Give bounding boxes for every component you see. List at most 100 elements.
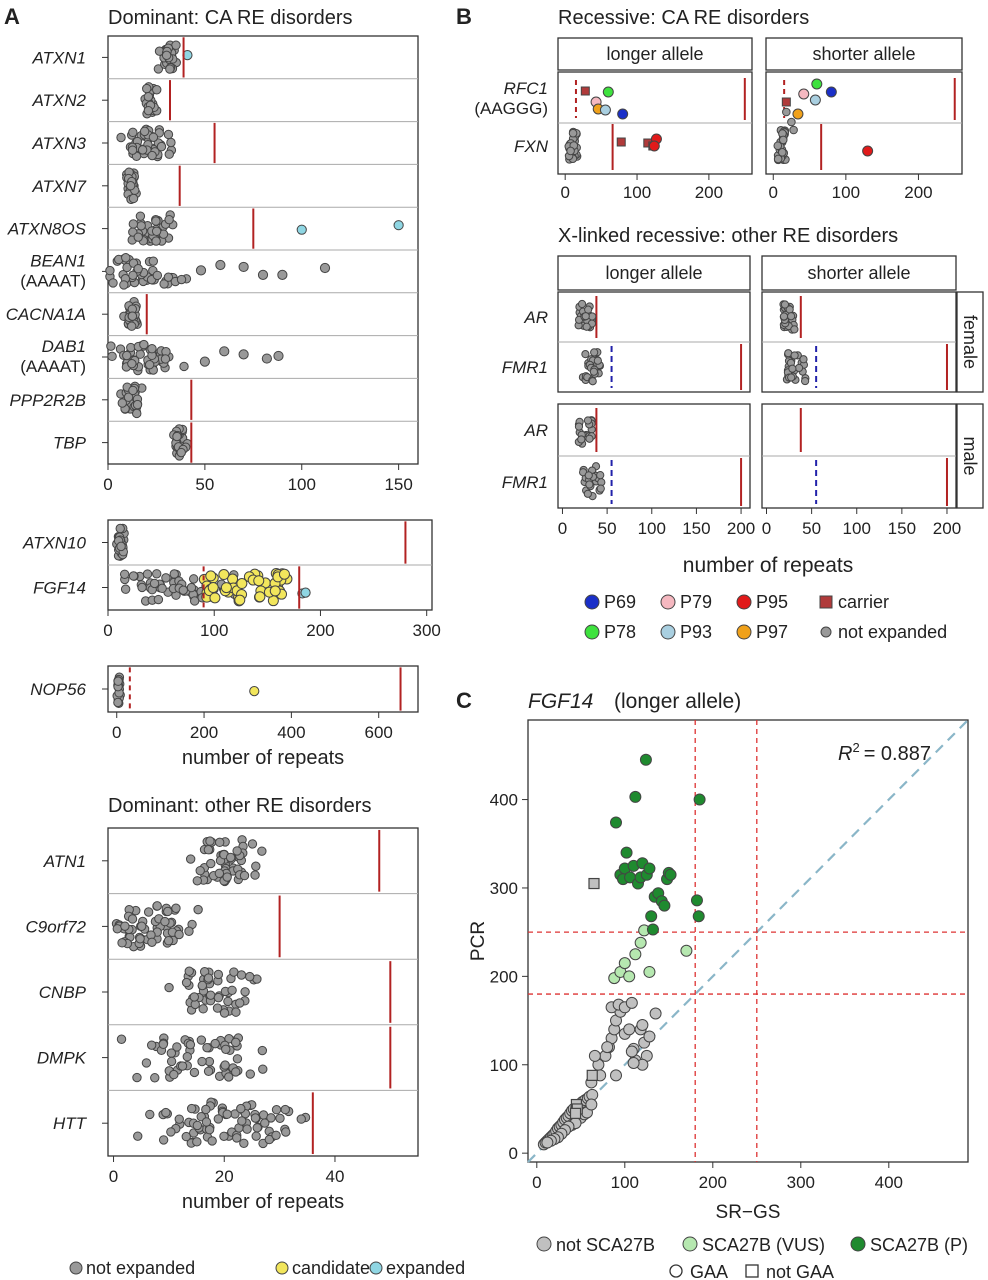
- data-point: [593, 356, 602, 365]
- data-point: [584, 471, 593, 480]
- data-point: [197, 980, 208, 991]
- data-point: [794, 363, 804, 373]
- expanded-point: [393, 220, 404, 231]
- data-point: [177, 1061, 188, 1071]
- data-point: [239, 870, 250, 881]
- data-point: [585, 480, 594, 489]
- data-point: [582, 322, 591, 331]
- data-point: [197, 1056, 207, 1067]
- candidate-point: [234, 594, 246, 606]
- candidate-point: [236, 578, 248, 590]
- facet-strip: [765, 37, 963, 71]
- data-point: [163, 129, 174, 140]
- data-point: [125, 181, 136, 191]
- x-tick-label: 0: [109, 1167, 118, 1186]
- x-tick-label: 100: [638, 519, 666, 538]
- data-point: [126, 342, 136, 353]
- data-point: [143, 105, 154, 116]
- sca27b-vus-point: [680, 944, 693, 957]
- x-tick-label: 50: [598, 519, 617, 538]
- legend-swatch: [660, 594, 676, 610]
- data-point: [225, 852, 236, 863]
- sca27b-vus-point: [629, 948, 642, 961]
- x-tick-label: 0: [112, 723, 121, 742]
- sca27b-vus-point: [618, 957, 631, 970]
- x-axis-label: number of repeats: [182, 1191, 344, 1213]
- data-point: [128, 385, 138, 396]
- not-sca27b-point: [649, 1007, 662, 1020]
- data-point: [245, 1069, 255, 1079]
- facet-label: shorter allele: [807, 263, 910, 283]
- gene-label: FMR1: [502, 473, 548, 492]
- x-tick-label: 50: [195, 475, 214, 494]
- data-point: [192, 1137, 202, 1147]
- data-point: [185, 854, 196, 864]
- legend-label: candidate: [292, 1258, 370, 1278]
- data-point: [596, 471, 605, 480]
- sca27b-p-point: [658, 899, 671, 912]
- data-point: [106, 341, 116, 351]
- data-point: [790, 325, 799, 334]
- data-point: [258, 1064, 268, 1074]
- not-sca27b-point: [643, 1030, 656, 1043]
- legend-swatch: [69, 1261, 83, 1275]
- x-tick-label: 150: [384, 475, 412, 494]
- data-point: [585, 434, 594, 443]
- legend-swatch: [660, 624, 676, 640]
- data-point: [222, 1109, 232, 1119]
- data-point: [264, 1134, 275, 1145]
- candidate-point: [249, 685, 260, 697]
- data-point: [574, 422, 584, 431]
- data-point: [136, 221, 146, 231]
- data-point: [596, 484, 605, 493]
- not_expanded-point: [319, 262, 331, 274]
- data-point: [152, 569, 162, 579]
- facet-strip: [557, 255, 751, 291]
- data-point: [135, 934, 145, 944]
- panel-letter-c: C: [456, 688, 472, 713]
- data-point: [589, 367, 599, 376]
- x-axis-label: number of repeats: [182, 747, 344, 769]
- data-point: [139, 126, 150, 137]
- data-point: [207, 1136, 217, 1146]
- data-point: [115, 523, 125, 534]
- data-point: [132, 399, 143, 410]
- data-point: [142, 83, 152, 94]
- not_expanded-point: [261, 353, 272, 364]
- data-point: [232, 1054, 243, 1064]
- data-point: [257, 846, 267, 856]
- data-point: [132, 1072, 142, 1083]
- panel-a-bottom-title: Dominant: other RE disorders: [108, 795, 371, 817]
- not_expanded-point: [257, 269, 269, 280]
- data-point: [788, 364, 797, 373]
- data-point: [577, 299, 587, 309]
- data-point: [787, 117, 796, 127]
- x-tick-label: 200: [904, 183, 932, 202]
- not-gaa-point: [588, 877, 600, 890]
- sca27b-p-point: [620, 846, 633, 859]
- not-sca27b-point: [636, 1018, 649, 1031]
- data-point: [198, 1004, 208, 1014]
- data-point: [186, 1103, 197, 1114]
- data-point: [119, 280, 129, 290]
- data-point: [122, 262, 132, 273]
- data-point: [135, 211, 146, 221]
- data-point: [147, 344, 157, 354]
- x-tick-label: 0: [558, 519, 567, 538]
- x-tick-label: 0: [532, 1173, 541, 1192]
- panel-a-title: Dominant: CA RE disorders: [108, 7, 353, 29]
- data-point: [773, 141, 783, 151]
- x-tick-label: 0: [762, 519, 771, 538]
- data-point: [127, 358, 137, 369]
- data-point: [257, 1045, 268, 1056]
- x-tick-label: 300: [787, 1173, 815, 1192]
- data-point: [174, 929, 184, 940]
- data-point: [121, 253, 131, 263]
- legend-label: SCA27B (VUS): [702, 1235, 825, 1255]
- data-point: [117, 938, 127, 948]
- x-tick-label: 100: [623, 183, 651, 202]
- x-tick-label: 20: [215, 1167, 234, 1186]
- data-point: [108, 278, 118, 288]
- data-point: [158, 1135, 169, 1145]
- data-point: [152, 85, 162, 95]
